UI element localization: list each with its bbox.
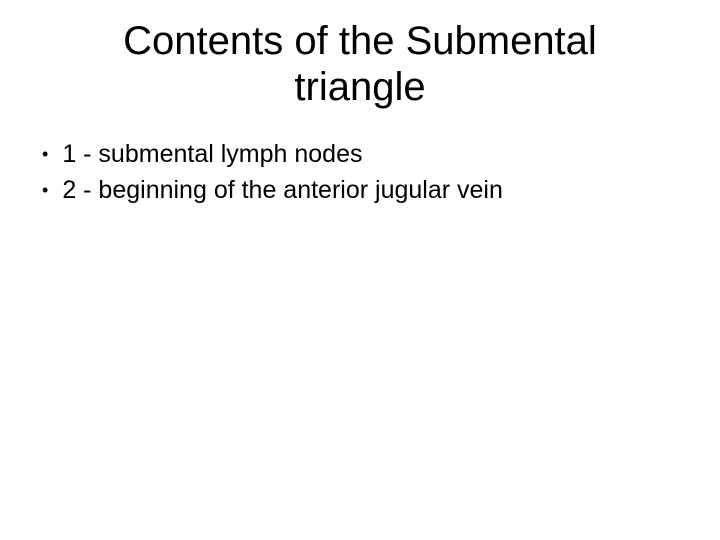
list-item: • 2 - beginning of the anterior jugular … [42,174,686,208]
slide-content: • 1 - submental lymph nodes • 2 - beginn… [34,138,686,208]
bullet-icon: • [42,142,48,166]
bullet-text: 2 - beginning of the anterior jugular ve… [62,174,686,208]
bullet-icon: • [42,178,48,202]
bullet-text: 1 - submental lymph nodes [62,138,686,172]
slide-title: Contents of the Submental triangle [34,18,686,110]
list-item: • 1 - submental lymph nodes [42,138,686,172]
slide-container: Contents of the Submental triangle • 1 -… [0,0,720,540]
